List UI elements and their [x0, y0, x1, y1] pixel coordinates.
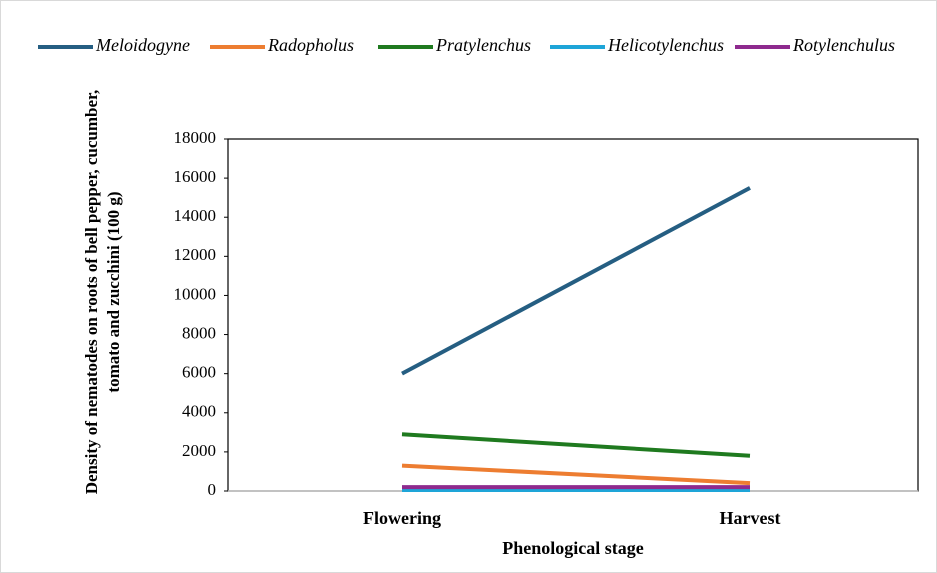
y-tick-label: 4000	[182, 402, 216, 421]
y-axis-title: Density of nematodes on roots of bell pe…	[82, 89, 123, 495]
legend-label: Radopholus	[267, 35, 354, 55]
legend-label: Helicotylenchus	[607, 35, 724, 55]
y-tick-label: 14000	[174, 206, 217, 225]
legend-label: Rotylenchulus	[792, 35, 895, 55]
y-tick-label: 2000	[182, 441, 216, 460]
series-line	[401, 463, 751, 486]
legend-label: Pratylenchus	[435, 35, 531, 55]
y-tick-label: 10000	[174, 284, 217, 303]
series-line	[401, 432, 751, 458]
y-tick-label: 8000	[182, 323, 216, 342]
x-tick-label: Harvest	[720, 508, 781, 528]
y-tick-label: 16000	[174, 167, 217, 186]
y-tick-label: 6000	[182, 363, 216, 382]
y-tick-label: 18000	[174, 128, 217, 147]
series-line	[401, 186, 751, 376]
y-tick-label: 12000	[174, 245, 217, 264]
x-axis-title: Phenological stage	[502, 538, 644, 558]
y-tick-label: 0	[208, 480, 217, 499]
x-tick-label: Flowering	[363, 508, 441, 528]
legend-label: Meloidogyne	[95, 35, 190, 55]
